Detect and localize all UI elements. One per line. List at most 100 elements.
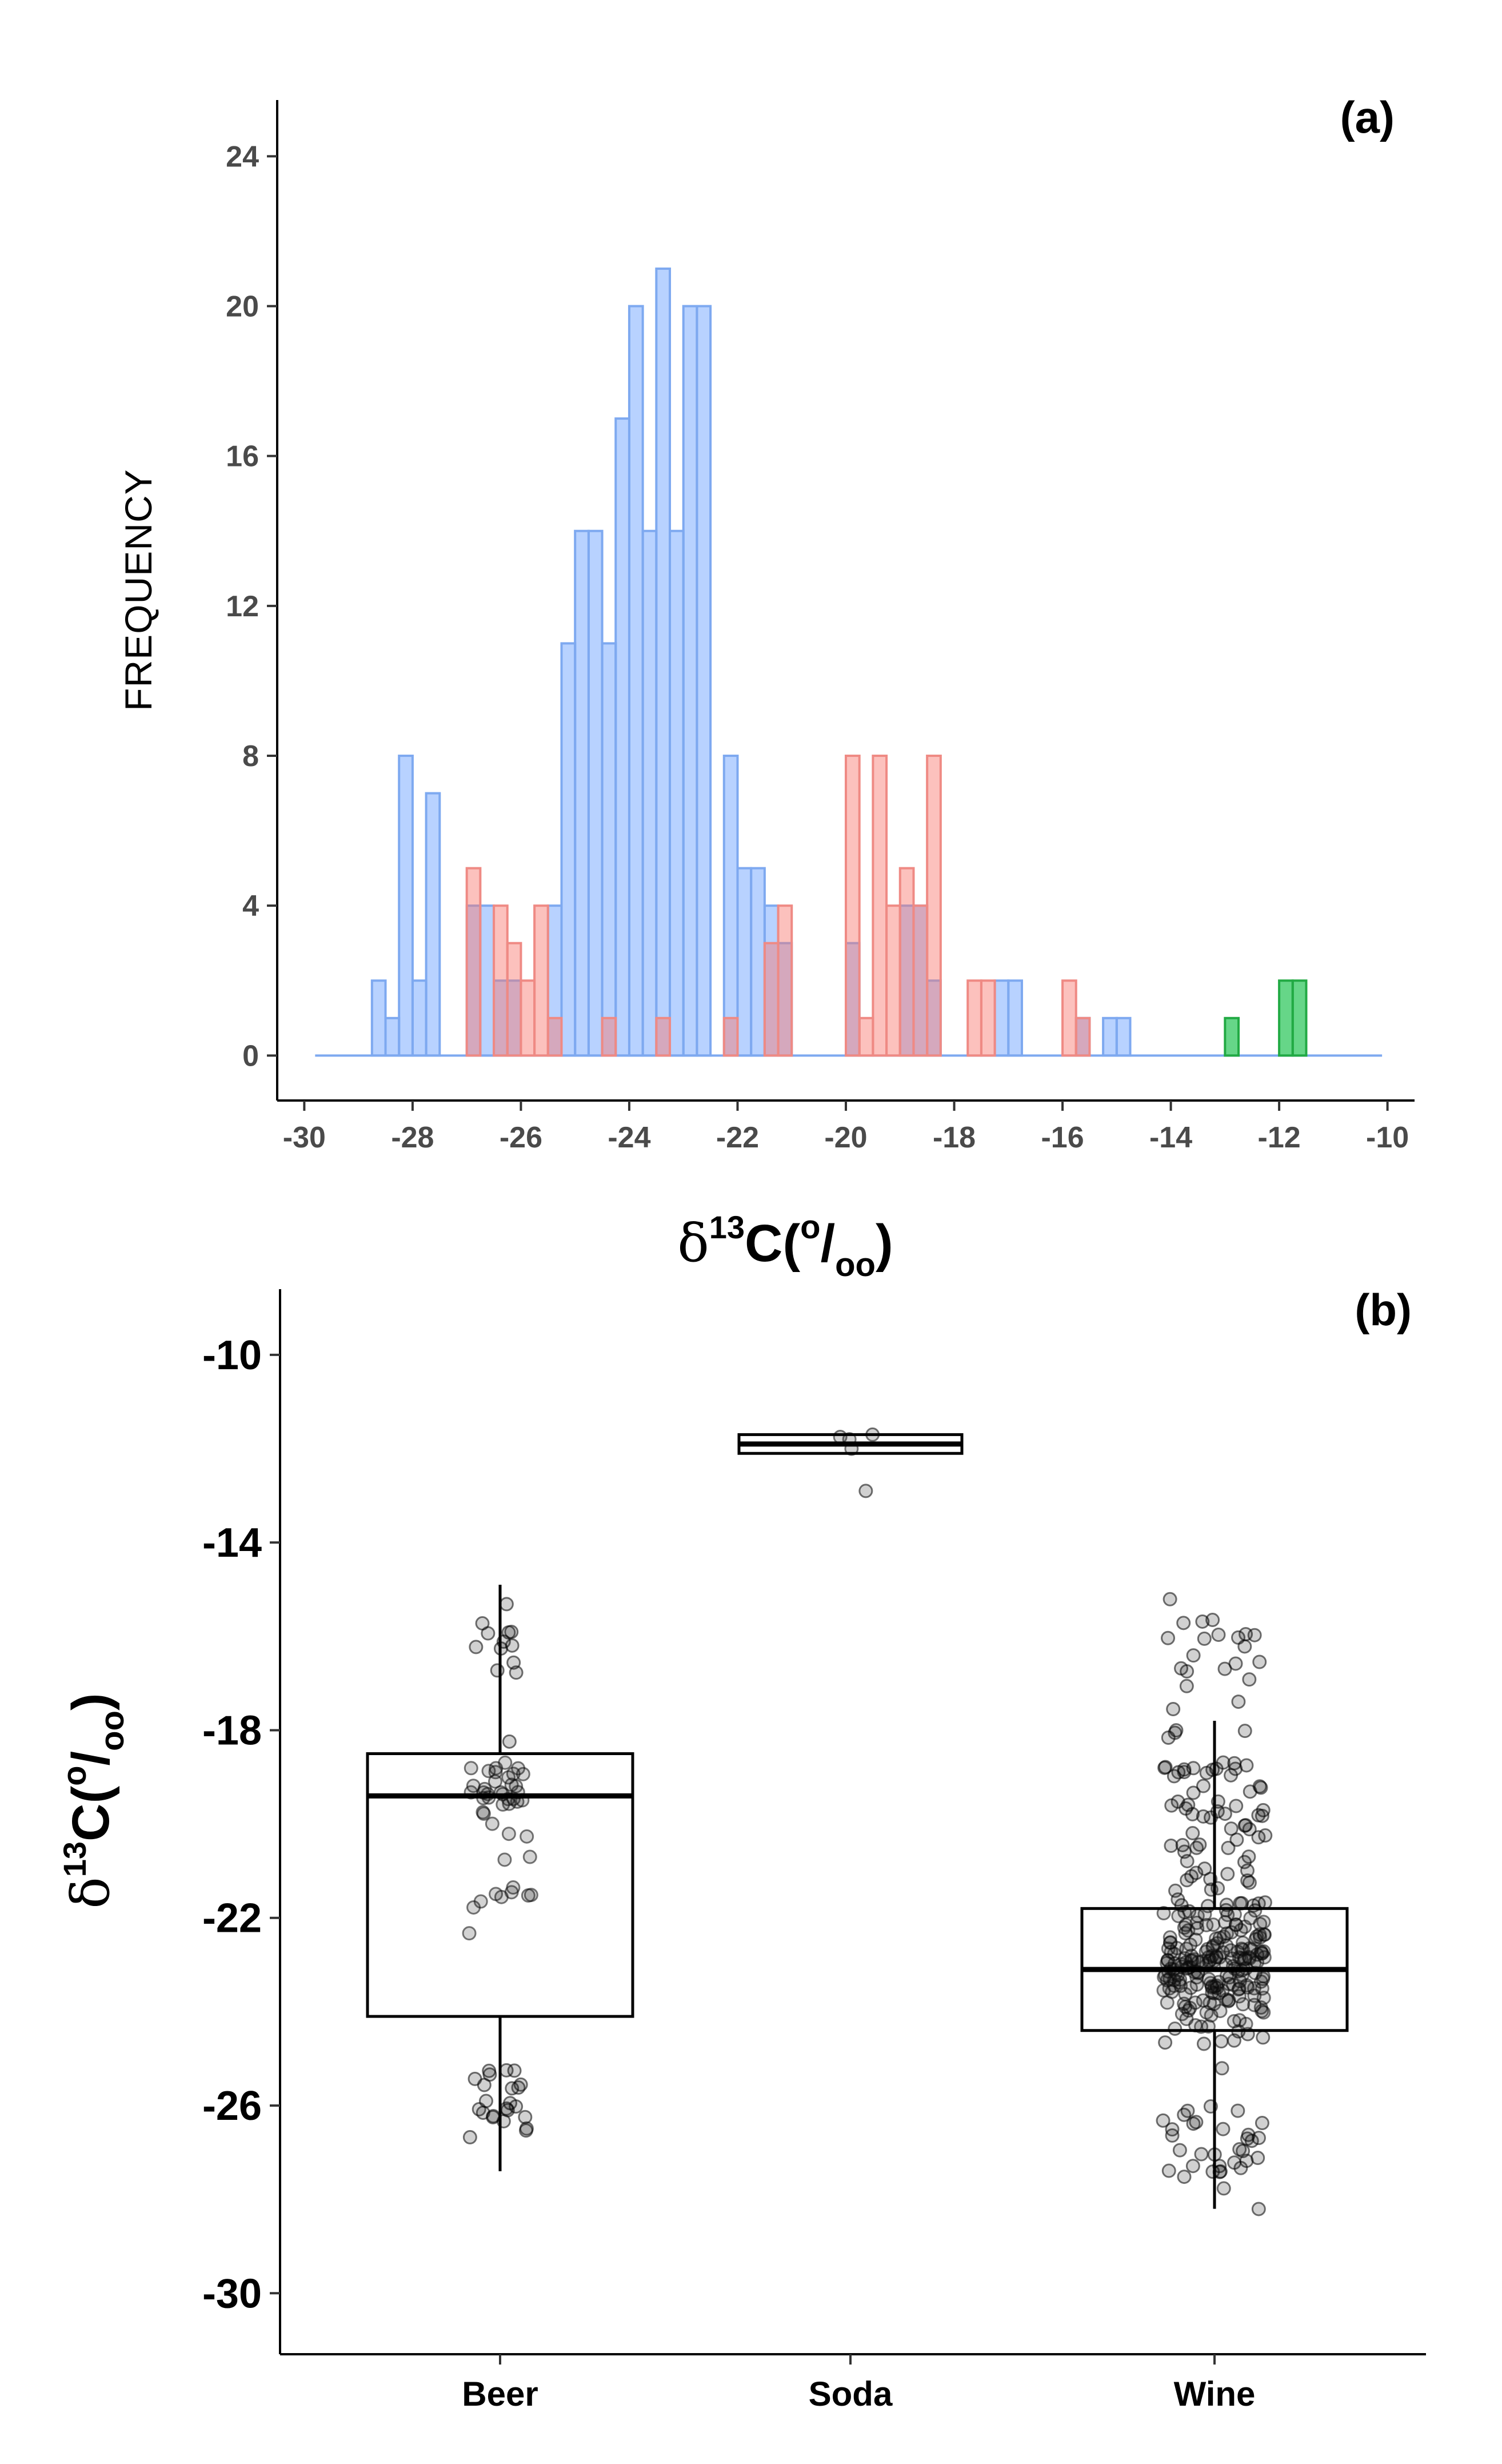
histogram-x-tick-label: -14 <box>1149 1121 1192 1154</box>
jitter-point-beer <box>481 1626 496 1641</box>
jitter-point-beer <box>462 1926 477 1941</box>
jitter-point-beer <box>476 1806 491 1821</box>
histogram-bar-beer <box>655 1016 672 1057</box>
jitter-point-wine <box>1177 2107 1192 2122</box>
jitter-point-wine <box>1161 1630 1176 1645</box>
jitter-point-beer <box>482 2063 497 2078</box>
jitter-point-wine <box>1207 1996 1221 2011</box>
histogram-bar-beer <box>845 755 861 1057</box>
jitter-point-beer <box>504 1885 519 1900</box>
jitter-point-wine <box>1180 1873 1195 1888</box>
histogram-x-tick-label: -10 <box>1366 1121 1409 1154</box>
jitter-point-wine <box>1239 1818 1253 1833</box>
histogram-bar-soda <box>1291 979 1308 1057</box>
histogram-y-axis-label: FREQUENCY <box>117 469 159 711</box>
jitter-point-wine <box>1179 1941 1194 1956</box>
panel-a-label: (a) <box>1340 92 1395 142</box>
histogram-bar-beer <box>763 942 780 1057</box>
jitter-point-beer <box>481 1764 496 1779</box>
jitter-point-wine <box>1239 2154 1254 2168</box>
histogram-y-tick-label: 12 <box>226 590 259 623</box>
jitter-point-wine <box>1232 1981 1247 1996</box>
histogram-x-tick-label: -18 <box>933 1121 976 1154</box>
histogram-bar-wine <box>669 529 685 1057</box>
jitter-point-wine <box>1189 1840 1204 1855</box>
jitter-point-beer <box>469 1640 484 1654</box>
jitter-point-wine <box>1228 1917 1243 1932</box>
jitter-point-beer <box>499 2063 514 2078</box>
jitter-point-beer <box>498 1755 513 1770</box>
jitter-point-wine <box>1196 1779 1211 1793</box>
histogram-bar-beer <box>493 904 509 1057</box>
jitter-point-wine <box>1229 1799 1244 1813</box>
boxplot-y-tick-label: -30 <box>202 2271 262 2317</box>
jitter-point-wine <box>1256 1944 1271 1959</box>
jitter-point-wine <box>1255 1808 1269 1823</box>
jitter-point-beer <box>509 1665 524 1680</box>
jitter-point-wine <box>1224 1768 1239 1783</box>
histogram-bar-wine <box>384 1016 401 1057</box>
histogram-bar-wine <box>370 979 387 1057</box>
jitter-point-wine <box>1199 1765 1214 1780</box>
histogram-bar-beer <box>1061 979 1077 1057</box>
jitter-point-wine <box>1237 1952 1252 1967</box>
jitter-point-wine <box>1196 1809 1211 1824</box>
histogram-bar-wine <box>722 755 739 1057</box>
boxplot-panel: -10 -14 -18 -22 -26 -30 Beer Soda Wine δ13C(o/oo… <box>56 1285 1426 2413</box>
histogram-bar-beer <box>546 1016 563 1057</box>
histogram-bar-wine <box>641 529 658 1057</box>
jitter-point-wine <box>1220 1867 1235 1881</box>
histogram-bar-wine <box>1115 1016 1132 1057</box>
jitter-point-wine <box>1229 1832 1244 1847</box>
jitter-point-wine <box>1163 1930 1177 1945</box>
boxplot-x-tick-label: Beer <box>462 2375 538 2413</box>
jitter-point-wine <box>1177 2170 1192 2184</box>
histogram-bar-beer <box>722 1016 739 1057</box>
jitter-point-wine <box>1236 1997 1251 2012</box>
jitter-point-wine <box>1172 2143 1187 2158</box>
jitter-point-wine <box>1171 1975 1186 1989</box>
histogram-bar-beer <box>912 904 929 1057</box>
jitter-point-wine <box>1160 1995 1175 2010</box>
jitter-point-soda <box>858 1484 873 1498</box>
jitter-point-wine <box>1219 1926 1234 1941</box>
jitter-point-wine <box>1186 1648 1201 1663</box>
boxplot-y-tick-label: -18 <box>202 1708 262 1753</box>
histogram-x-tick-label: -30 <box>283 1121 326 1154</box>
histogram-bar-beer <box>777 904 793 1057</box>
jitter-point-beer <box>485 1816 500 1831</box>
jitter-point-beer <box>488 1774 502 1789</box>
jitter-point-wine <box>1183 1980 1198 1995</box>
jitter-point-wine <box>1164 1839 1179 1853</box>
histogram-bar-wine <box>425 792 441 1057</box>
jitter-point-wine <box>1253 2000 1268 2015</box>
jitter-point-beer <box>501 1625 516 1640</box>
jitter-point-beer <box>501 1827 516 1841</box>
jitter-point-wine <box>1196 2036 1211 2051</box>
jitter-point-wine <box>1204 1980 1219 1995</box>
jitter-point-wine <box>1214 2034 1229 2049</box>
jitter-point-wine <box>1227 2014 1241 2029</box>
jitter-point-beer <box>489 1887 504 1901</box>
histogram-bar-beer <box>858 1016 874 1057</box>
histogram-bar-wine <box>1102 1016 1118 1057</box>
jitter-point-wine <box>1185 2159 1200 2174</box>
jitter-point-wine <box>1177 1765 1192 1780</box>
jitter-point-wine <box>1256 2030 1271 2045</box>
histogram-panel: 0 4 8 12 16 20 24 -30 -28 -26 -24 -22 -20 -18 -16 -14 -1… <box>117 92 1415 1283</box>
boxplot-axes: -10 -14 -18 -22 -26 -30 Beer Soda Wine <box>202 1289 1426 2413</box>
jitter-point-wine <box>1178 1926 1193 1941</box>
jitter-point-wine <box>1166 1701 1181 1716</box>
jitter-point-beer <box>520 1829 534 1844</box>
jitter-point-wine <box>1242 1672 1257 1687</box>
jitter-point-wine <box>1186 1785 1201 1800</box>
jitter-point-beer <box>486 2110 501 2124</box>
jitter-point-wine <box>1244 2134 1259 2148</box>
boxplot-x-tick-label: Wine <box>1174 2375 1256 2413</box>
boxplot-jitter-points <box>462 1427 1273 2216</box>
jitter-point-wine <box>1194 2147 1209 2162</box>
jitter-point-wine <box>1237 1855 1252 1869</box>
jitter-point-wine <box>1156 2113 1171 2128</box>
jitter-point-wine <box>1206 1917 1221 1932</box>
